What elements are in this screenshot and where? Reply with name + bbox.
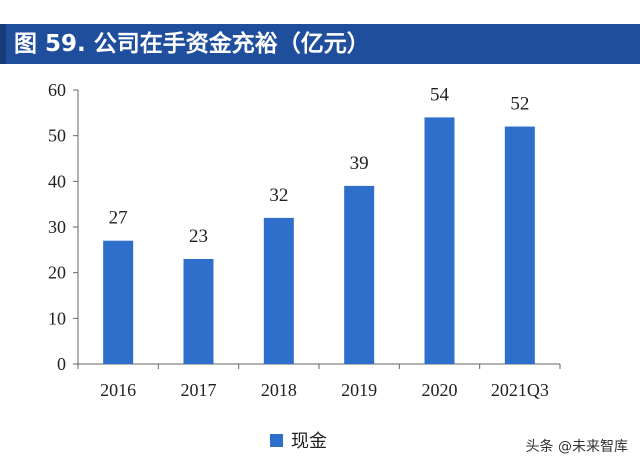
y-tick-label: 40 bbox=[48, 171, 66, 191]
data-label: 39 bbox=[350, 153, 369, 174]
watermark: 头条 @未来智库 bbox=[525, 439, 628, 455]
y-tick-label: 10 bbox=[48, 308, 66, 328]
x-tick-label: 2019 bbox=[341, 380, 377, 400]
bar bbox=[103, 240, 134, 364]
legend-label: 现金 bbox=[291, 431, 327, 452]
legend: 现金 bbox=[270, 428, 327, 452]
y-tick-label: 60 bbox=[48, 80, 66, 100]
x-tick-label: 2020 bbox=[422, 380, 458, 400]
y-tick-label: 20 bbox=[48, 263, 66, 283]
data-label: 27 bbox=[109, 208, 128, 229]
legend-swatch bbox=[270, 433, 283, 447]
data-label: 23 bbox=[189, 226, 208, 247]
y-tick-label: 0 bbox=[57, 354, 66, 374]
x-tick-label: 2018 bbox=[261, 380, 297, 400]
y-tick-label: 30 bbox=[48, 217, 66, 237]
bar bbox=[504, 126, 535, 365]
title-accent bbox=[0, 24, 6, 64]
y-tick-label: 50 bbox=[48, 126, 66, 146]
data-label: 54 bbox=[430, 84, 450, 105]
x-tick-label: 2021Q3 bbox=[491, 380, 549, 400]
x-tick-label: 2017 bbox=[181, 380, 217, 400]
data-label: 52 bbox=[510, 94, 529, 115]
data-label: 32 bbox=[269, 185, 288, 206]
bar bbox=[424, 117, 455, 365]
title-bar: 图 59. 公司在手资金充裕（亿元） bbox=[0, 24, 640, 64]
bar bbox=[344, 185, 375, 364]
bar-chart: 0 10 20 30 40 50 60 27 2016 23 2017 32 2018 39 2019 54 2… bbox=[48, 80, 561, 400]
x-tick-label: 2016 bbox=[100, 380, 136, 400]
chart-title: 图 59. 公司在手资金充裕（亿元） bbox=[14, 31, 370, 57]
bar bbox=[183, 258, 214, 364]
bar bbox=[263, 217, 294, 364]
